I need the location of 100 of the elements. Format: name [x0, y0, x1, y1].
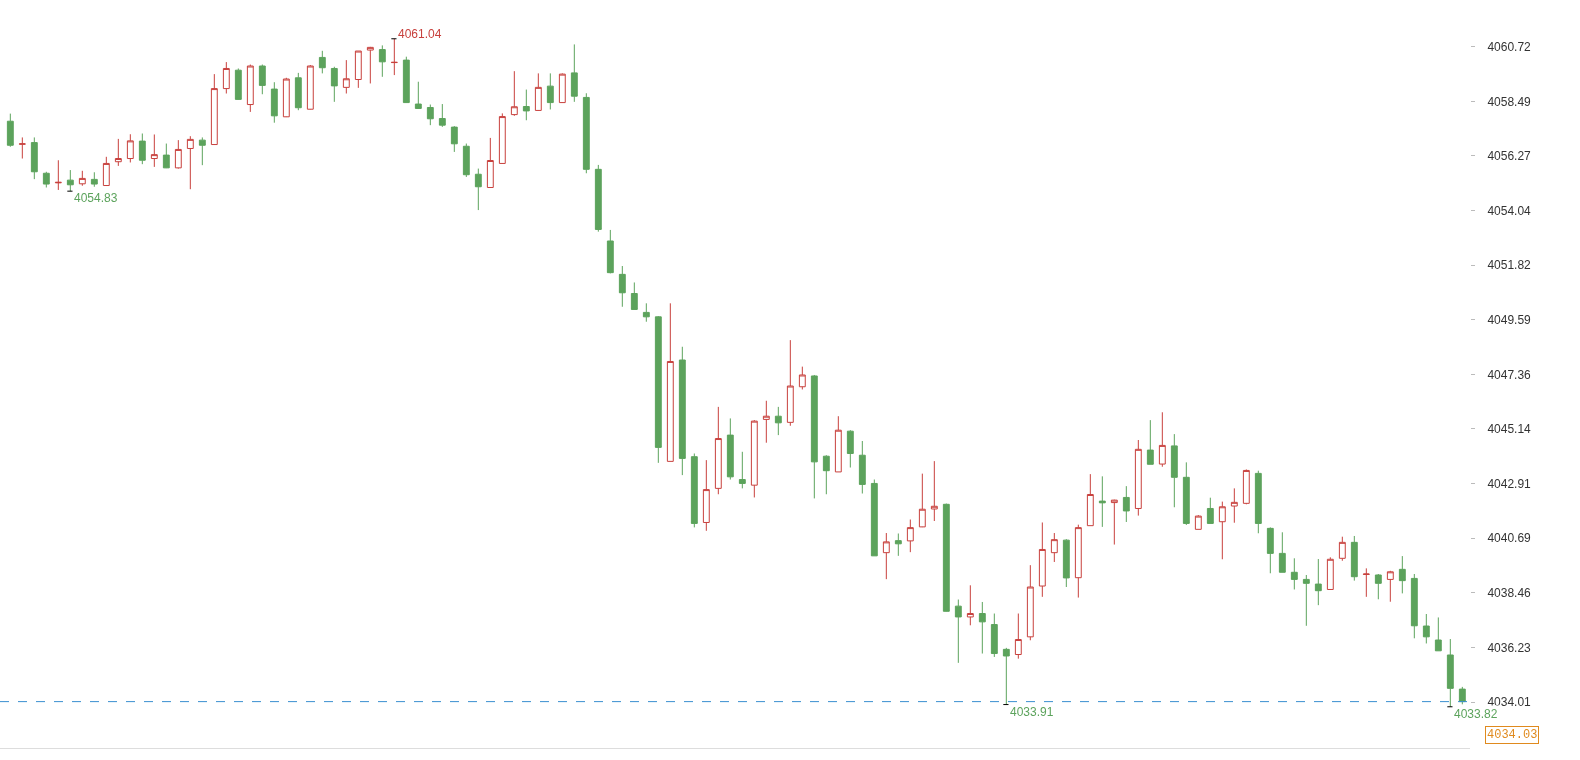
candlestick: [1386, 570, 1394, 603]
candlestick: [690, 453, 698, 528]
candlestick: [1398, 555, 1406, 594]
candlestick: [558, 72, 566, 104]
y-tick-label: 4038.46: [1487, 586, 1532, 601]
candlestick: [966, 584, 974, 626]
candlestick: [582, 92, 590, 174]
candlestick: [1290, 557, 1298, 590]
candlestick: [870, 479, 878, 557]
candlestick: [450, 125, 458, 153]
candlestick: [90, 171, 98, 188]
y-tick-label: 4058.49: [1487, 94, 1532, 109]
candlestick: [222, 61, 230, 94]
candlestick: [738, 451, 746, 489]
candlestick: [1170, 433, 1178, 508]
candlestick: [498, 112, 506, 165]
ref-line-label: 4034.03: [1487, 728, 1538, 742]
candlestick: [618, 265, 626, 308]
candlestick: [774, 406, 782, 436]
candlestick: [234, 67, 242, 101]
candlestick: [1074, 524, 1082, 599]
candlestick: [414, 81, 422, 110]
y-tick-label: 4060.72: [1487, 39, 1532, 54]
candlestick: [1374, 573, 1382, 600]
candlestick: [282, 77, 290, 118]
annotation: 4054.83: [74, 191, 118, 205]
candlestick: [570, 43, 578, 103]
candlestick: [306, 64, 314, 110]
candlestick: [18, 136, 26, 160]
candlestick: [954, 599, 962, 664]
candlestick: [1206, 497, 1214, 524]
candlestick: [378, 44, 386, 78]
candlestick: [918, 473, 926, 528]
candlestick: [666, 302, 674, 462]
y-tick-label: 4056.27: [1487, 149, 1532, 164]
candlestick: [1014, 613, 1022, 660]
candlestick: [1254, 470, 1262, 534]
candlestick: [1050, 532, 1058, 563]
y-tick-label: 4040.69: [1487, 531, 1532, 546]
candlestick: [1230, 487, 1238, 524]
candlestick: [1278, 531, 1286, 573]
candlestick: [750, 419, 758, 498]
candlestick: [702, 459, 710, 532]
candlestick: [426, 104, 434, 126]
candlestick: [654, 315, 662, 464]
candlestick: [642, 302, 650, 323]
candlestick: [846, 429, 854, 468]
candlestick: [882, 532, 890, 580]
candlestick: [606, 229, 614, 274]
candlestick: [126, 133, 134, 163]
candlestick: [186, 135, 194, 190]
annotation: 4033.82: [1454, 707, 1498, 721]
candlestick: [990, 613, 998, 658]
candlestick: [1362, 567, 1370, 598]
candlestick: [402, 56, 410, 104]
candlestick: [1458, 686, 1466, 705]
annotation: 4033.91: [1010, 705, 1054, 719]
candlestick: [246, 64, 254, 113]
candlestick: [486, 137, 494, 188]
candlestick: [366, 46, 374, 84]
candlestick: [1158, 411, 1166, 468]
candlestick: [150, 133, 158, 168]
candlestick: [522, 89, 530, 121]
candlestick: [210, 73, 218, 146]
y-tick-label: 4045.14: [1487, 422, 1532, 437]
candlestick: [1134, 439, 1142, 517]
candlestick: [6, 113, 14, 148]
candlestick: [330, 66, 338, 103]
candlestick: [1038, 521, 1046, 598]
candlestick: [1218, 501, 1226, 560]
candlestick: [630, 281, 638, 310]
candlestick: [798, 366, 806, 390]
candlestick: [942, 503, 950, 613]
candlestick: [294, 72, 302, 111]
y-tick-label: 4036.23: [1487, 640, 1532, 655]
candlestick: [810, 374, 818, 499]
candlestick: [1122, 485, 1130, 523]
candlestick: [1242, 468, 1250, 505]
candlestick: [1194, 514, 1202, 530]
candlestick: [102, 156, 110, 187]
candlestick: [1314, 558, 1322, 606]
candlestick: [78, 170, 86, 187]
candlestick: [66, 169, 74, 192]
y-tick-label: 4051.82: [1487, 258, 1532, 273]
candlestick: [1146, 419, 1154, 465]
candlestick: [534, 72, 542, 112]
candlestick: [1098, 475, 1106, 528]
candlestick: [822, 454, 830, 495]
candlestick: [1182, 461, 1190, 526]
candlestick: [594, 164, 602, 233]
candlestick: [1422, 613, 1430, 644]
candlestick: [1410, 573, 1418, 639]
candlestick: [1446, 638, 1454, 708]
candlestick: [510, 70, 518, 117]
candlestick: [1026, 564, 1034, 641]
candlestick: [1350, 535, 1358, 582]
candlestick: [1110, 499, 1118, 546]
candlestick: [786, 339, 794, 427]
candlestick: [1338, 536, 1346, 562]
candlestick: [1062, 538, 1070, 588]
